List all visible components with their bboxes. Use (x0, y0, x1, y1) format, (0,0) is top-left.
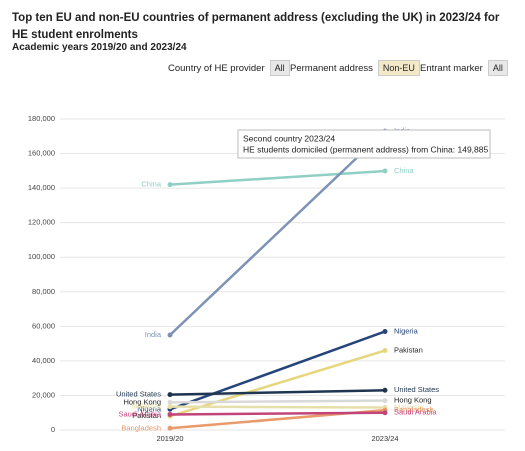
point (382, 348, 388, 354)
series-label: Pakistan (132, 411, 161, 420)
series-label: Saudi Arabia (394, 408, 437, 417)
tooltip-box (237, 129, 491, 159)
x-tick-label: 2023/24 (371, 434, 398, 443)
filter: Country of HE provider All (168, 60, 290, 76)
point (382, 168, 388, 174)
series-label: United States (394, 385, 439, 394)
point (167, 392, 173, 398)
point (382, 398, 388, 404)
y-tick-label: 0 (51, 425, 55, 434)
series-label: Bangladesh (121, 423, 161, 432)
y-tick-label: 180,000 (28, 114, 55, 123)
y-tick-label: 60,000 (32, 321, 55, 330)
y-tick-label: 160,000 (28, 149, 55, 158)
series-label: Hong Kong (394, 396, 432, 405)
y-tick-label: 120,000 (28, 218, 55, 227)
series-line (169, 130, 386, 336)
point (382, 329, 388, 335)
point (167, 399, 173, 405)
tooltip-text: HE students domiciled (permanent address… (243, 144, 488, 154)
series-label: Malaysia (394, 403, 424, 412)
series-label: Saudi Arabia (118, 409, 161, 418)
point (382, 410, 388, 416)
series-label: Hong Kong (123, 397, 161, 406)
filter-label: Country of HE provider (168, 62, 265, 74)
filter: Permanent address Non-EU (290, 60, 420, 76)
x-tick-label: 2019/20 (156, 434, 183, 443)
filter-label: Entrant marker (420, 62, 483, 74)
filter: Entrant marker All (420, 60, 508, 76)
filters: Country of HE provider All Permanent add… (0, 60, 525, 80)
series-label: Nigeria (137, 404, 162, 413)
series-label: Nigeria (394, 327, 419, 336)
series-label: Malaysia (131, 402, 161, 411)
series-label: India (145, 330, 162, 339)
point (167, 404, 173, 410)
y-tick-label: 20,000 (32, 390, 55, 399)
series-line (169, 399, 386, 404)
point (167, 425, 173, 431)
y-tick-label: 140,000 (28, 183, 55, 192)
chart-title: Top ten EU and non-EU countries of perma… (12, 12, 500, 41)
point (382, 387, 388, 393)
chart-subtitle: Academic years 2019/20 and 2023/24 (12, 42, 187, 53)
series-line (169, 411, 386, 416)
series-line (169, 349, 386, 418)
filter-select[interactable]: Non-EU (377, 60, 420, 76)
series-label: Bangladesh (394, 405, 434, 414)
filter-label: Permanent address (290, 62, 373, 74)
filter-select[interactable]: All (269, 60, 290, 76)
point (167, 332, 173, 338)
series-label: Pakistan (394, 346, 423, 355)
series-line (169, 405, 386, 409)
filter-select[interactable]: All (487, 60, 508, 76)
y-tick-label: 80,000 (32, 287, 55, 296)
series-label: China (141, 180, 161, 189)
series-label: China (394, 166, 414, 175)
tooltip-title: Second country 2023/24 (243, 133, 335, 143)
y-tick-label: 40,000 (32, 356, 55, 365)
series-line (169, 389, 386, 396)
series-label: United States (116, 390, 161, 399)
series-line (169, 330, 386, 411)
series-line (169, 169, 386, 186)
y-tick-label: 100,000 (28, 252, 55, 261)
point (167, 411, 173, 417)
point (167, 182, 173, 188)
